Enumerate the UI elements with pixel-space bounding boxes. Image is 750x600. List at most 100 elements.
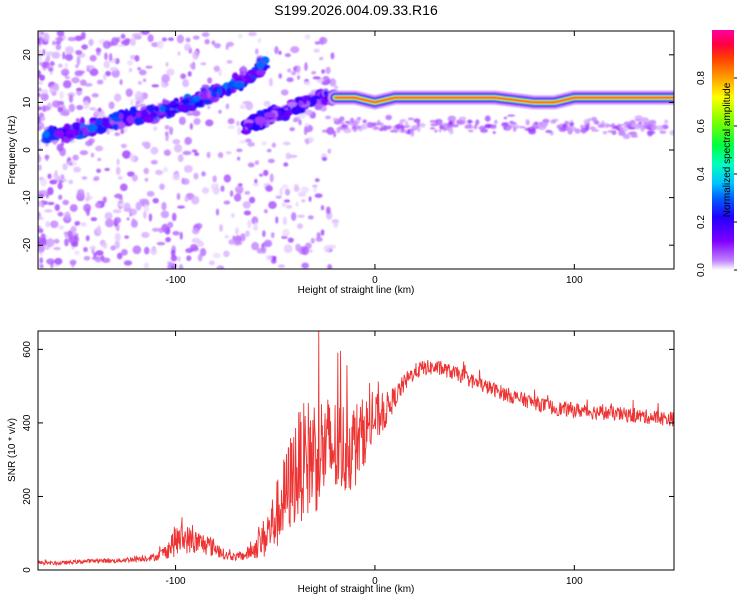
heatmap-noise-blob: [90, 217, 98, 222]
heatmap-noise-blob: [83, 203, 92, 213]
heatmap-noise-blob: [123, 260, 133, 266]
colorbar-ticks: 0.0 0.2 0.4 0.6 0.8: [696, 71, 737, 277]
heatmap-blob: [221, 86, 226, 96]
heatmap-noise-blob: [75, 87, 83, 91]
heatmap-noise-blob: [507, 114, 516, 117]
y-tick-label: 600: [22, 341, 33, 358]
heatmap-noise-blob: [303, 128, 308, 136]
heatmap-noise-blob: [134, 55, 140, 62]
heatmap-noise-blob: [286, 77, 294, 83]
heatmap-noise-blob: [282, 216, 288, 226]
colorbar: 0.0 0.2 0.4 0.6 0.8 Normalized spectral ampl…: [696, 30, 737, 277]
heatmap-blob: [129, 106, 137, 116]
colorbar-gradient: [712, 30, 734, 270]
heatmap-noise-blob: [597, 123, 606, 128]
heatmap-noise-blob: [429, 127, 436, 130]
heatmap-noise-blob: [226, 59, 233, 64]
heatmap-noise-blob: [376, 119, 381, 126]
heatmap-noise-blob: [659, 130, 667, 134]
heatmap-noise-blob: [113, 217, 122, 224]
heatmap-blob: [143, 116, 155, 123]
heatmap-noise-blob: [635, 118, 642, 122]
heatmap-noise-blob: [171, 212, 177, 222]
heatmap-noise-blob: [270, 232, 275, 239]
heatmap-noise-blob: [83, 255, 91, 261]
heatmap-noise-blob: [38, 139, 41, 144]
heatmap-noise-blob: [395, 124, 403, 130]
heatmap-noise-blob: [85, 140, 93, 147]
heatmap-noise-blob: [241, 65, 246, 72]
heatmap-noise-blob: [204, 38, 210, 45]
heatmap-noise-blob: [159, 183, 165, 191]
heatmap-noise-blob: [192, 35, 200, 40]
heatmap-noise-blob: [593, 120, 600, 125]
heatmap-noise-blob: [68, 94, 74, 103]
colorbar-tick-label: 0.2: [696, 215, 707, 229]
heatmap-noise-blob: [172, 138, 181, 145]
heatmap-noise-blob: [87, 65, 94, 71]
heatmap-noise-blob: [293, 185, 300, 192]
heatmap-noise-blob: [252, 182, 259, 187]
heatmap-noise-blob: [131, 33, 141, 38]
heatmap-noise-blob: [280, 89, 289, 96]
heatmap-noise-blob: [38, 49, 42, 53]
heatmap-noise-blob: [125, 88, 133, 97]
heatmap-noise-blob: [430, 123, 439, 127]
heatmap-noise-blob: [303, 81, 311, 86]
x-tick-label: -100: [166, 576, 186, 587]
heatmap-noise-blob: [254, 178, 258, 184]
heatmap-noise-blob: [56, 143, 64, 152]
heatmap-noise-blob: [89, 54, 97, 62]
heatmap-noise-blob: [296, 75, 301, 80]
heatmap-noise-blob: [330, 52, 335, 60]
heatmap-noise-blob: [65, 46, 74, 55]
heatmap-noise-blob: [38, 143, 41, 147]
heatmap-noise-blob: [39, 62, 43, 66]
heatmap-blob: [217, 87, 222, 96]
heatmap-noise-blob: [238, 140, 247, 144]
heatmap-noise-blob: [64, 62, 68, 71]
heatmap-blob: [310, 95, 318, 106]
heatmap-noise-blob: [81, 176, 88, 180]
heatmap-noise-blob: [89, 107, 96, 111]
heatmap-noise-blob: [143, 204, 150, 214]
heatmap-noise-blob: [143, 246, 150, 255]
heatmap-noise-blob: [60, 110, 69, 117]
heatmap-noise-blob: [263, 101, 271, 107]
heatmap-noise-blob: [108, 53, 113, 61]
heatmap-noise-blob: [327, 148, 332, 154]
heatmap-noise-blob: [311, 70, 317, 75]
heatmap-noise-blob: [117, 44, 125, 48]
heatmap-noise-blob: [59, 91, 64, 100]
heatmap-noise-blob: [405, 120, 409, 127]
heatmap-noise-blob: [192, 110, 201, 117]
y-tick-label: -10: [22, 190, 33, 205]
heatmap-noise-blob: [40, 116, 46, 121]
heatmap-noise-blob: [141, 231, 150, 239]
heatmap-noise-blob: [116, 252, 123, 260]
heatmap-noise-blob: [237, 127, 242, 136]
heatmap-noise-blob: [490, 125, 497, 130]
heatmap-noise-blob: [229, 190, 234, 197]
heatmap-noise-blob: [254, 221, 258, 230]
heatmap-noise-blob: [434, 129, 438, 133]
heatmap-noise-blob: [197, 240, 204, 247]
heatmap-noise-blob: [245, 138, 252, 143]
heatmap-noise-blob: [187, 71, 192, 77]
heatmap-noise-blob: [135, 201, 142, 211]
heatmap-noise-blob: [342, 128, 352, 134]
heatmap-noise-blob: [225, 44, 229, 50]
heatmap-noise-blob: [58, 225, 65, 230]
heatmap-noise-blob: [329, 78, 337, 87]
heatmap-noise-blob: [215, 208, 220, 216]
heatmap-blob: [147, 104, 155, 113]
heatmap-noise-blob: [57, 106, 63, 113]
heatmap-noise-blob: [184, 43, 191, 52]
heatmap-noise-blob: [282, 228, 290, 237]
heatmap-noise-blob: [104, 212, 113, 220]
heatmap-noise-blob: [435, 118, 443, 125]
heatmap-noise-blob: [207, 77, 213, 84]
heatmap-noise-blob: [234, 185, 244, 194]
heatmap-noise-blob: [50, 220, 59, 229]
